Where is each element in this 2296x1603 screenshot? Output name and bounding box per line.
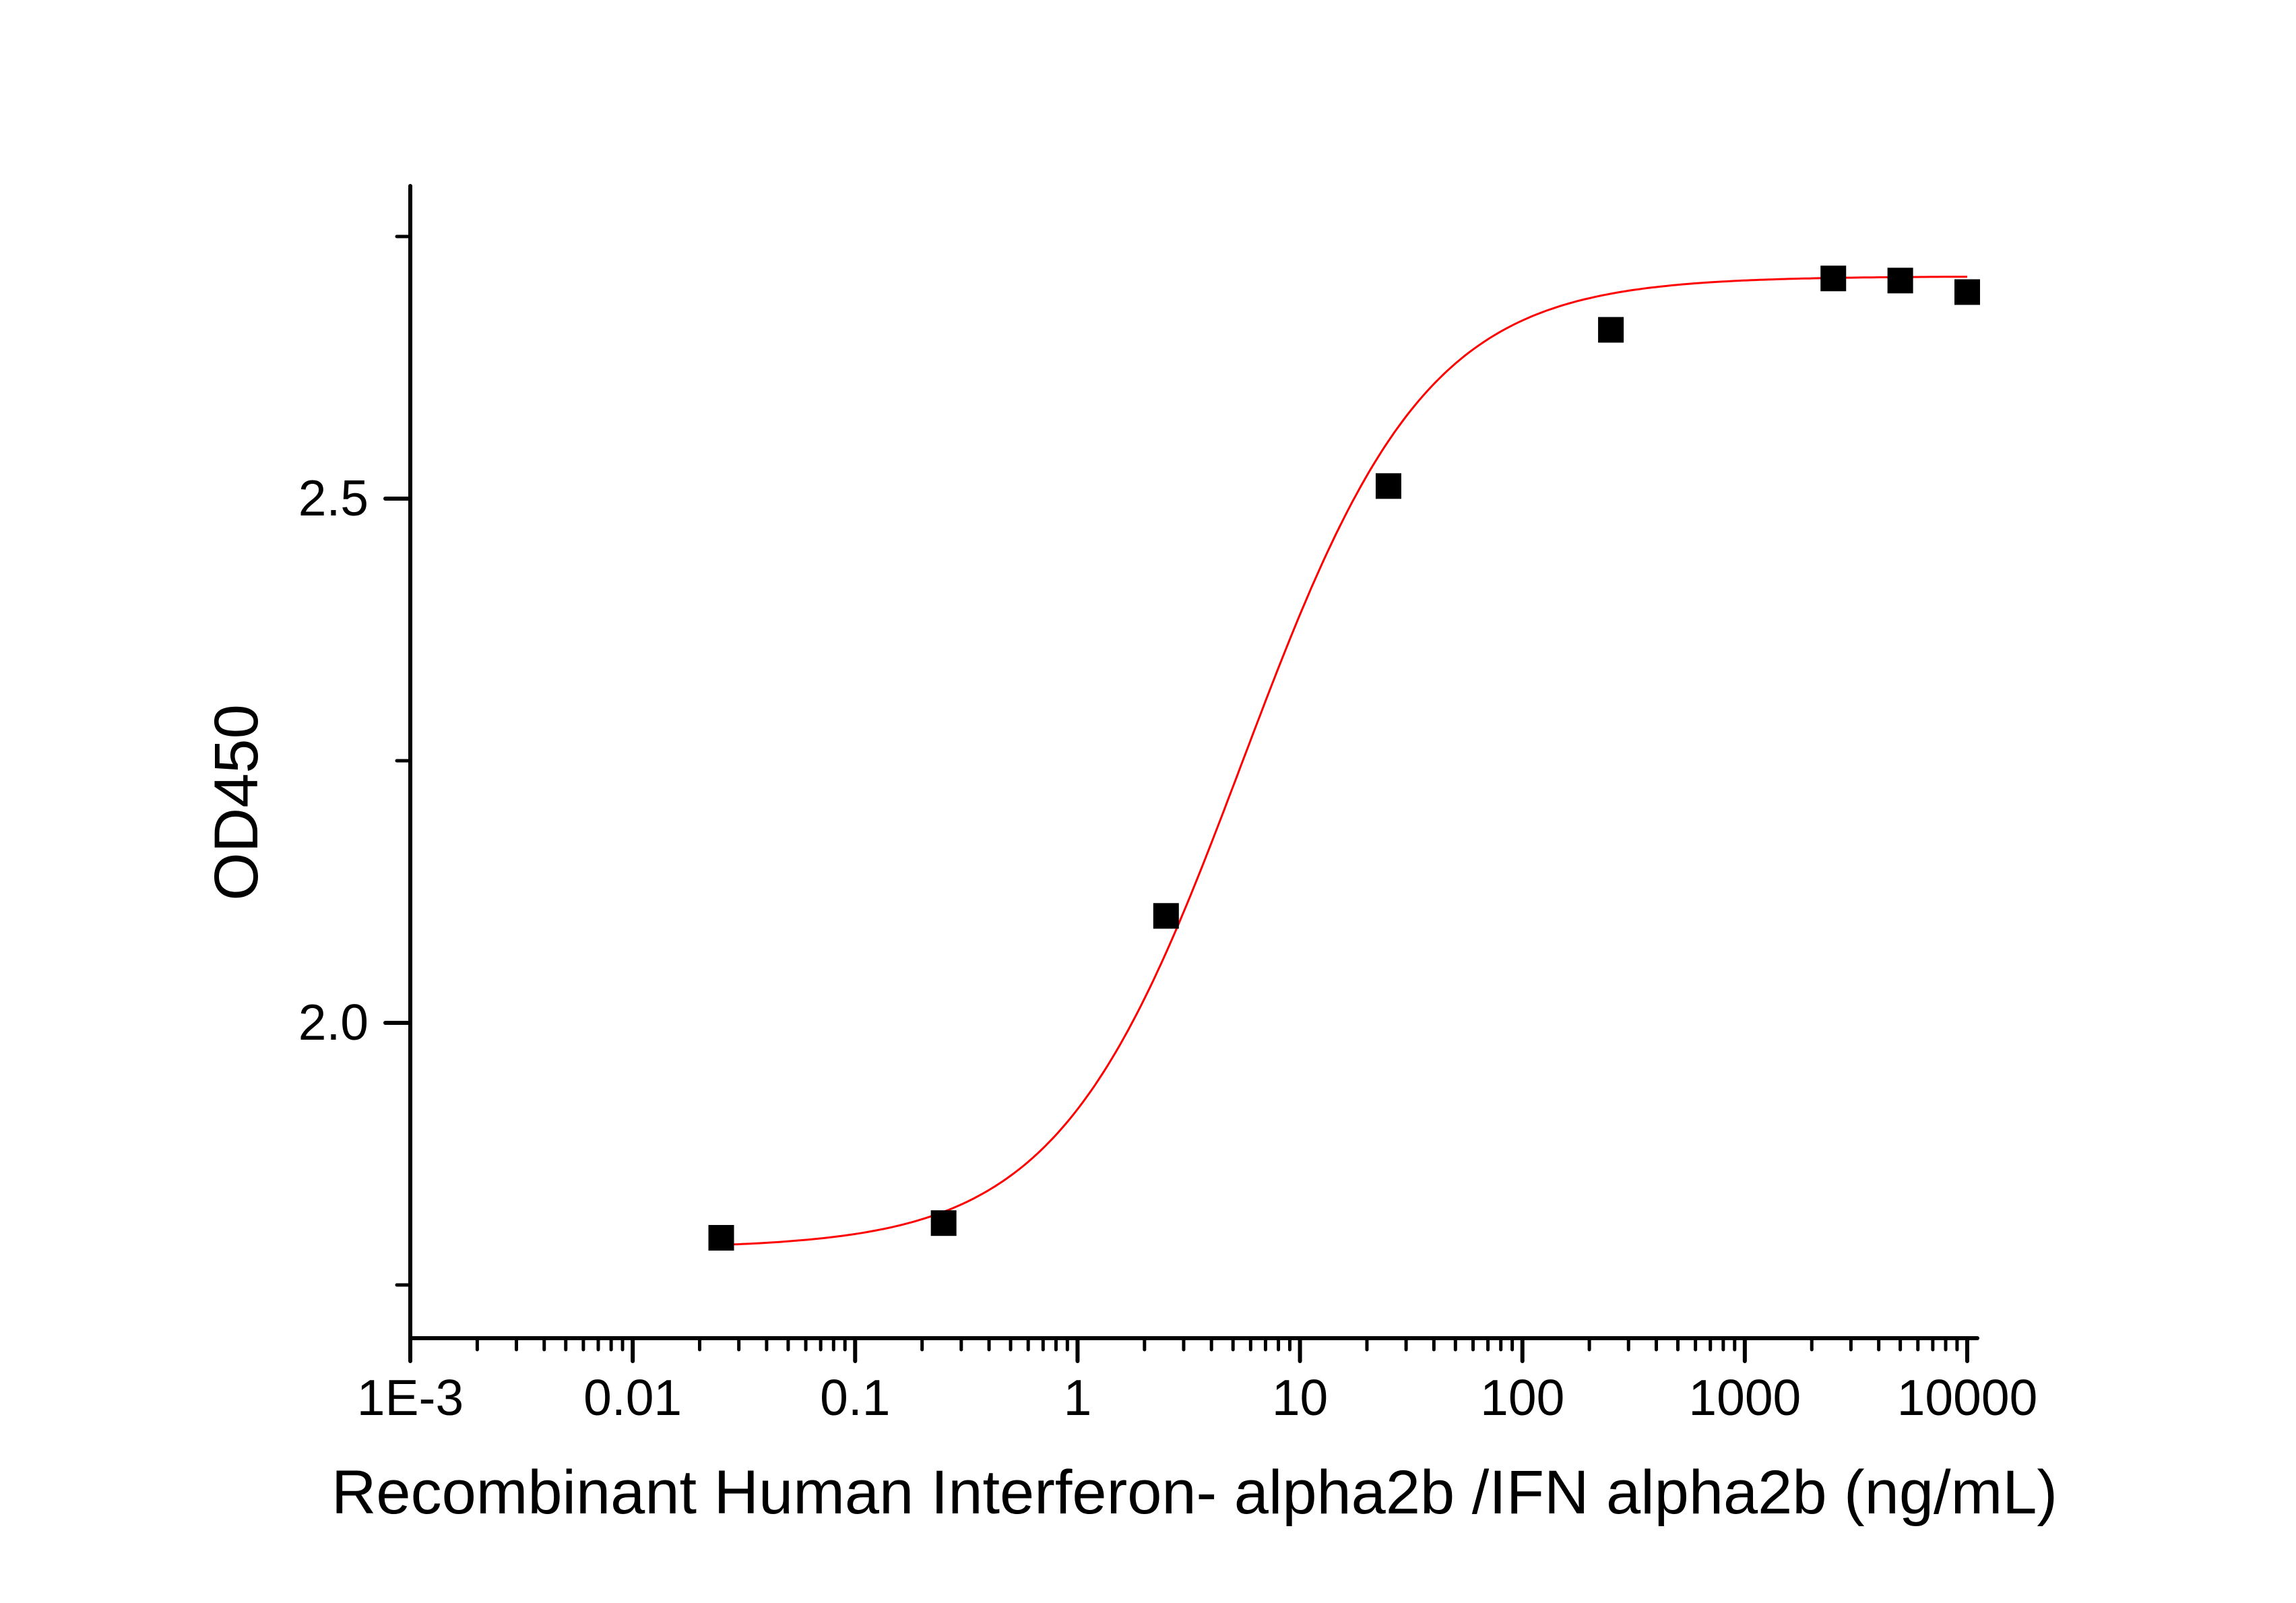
- data-point-marker: [1153, 903, 1179, 929]
- y-tick-label: 2.5: [298, 470, 369, 526]
- x-tick-label: 10: [1272, 1369, 1328, 1426]
- x-tick-label: 1E-3: [357, 1369, 464, 1426]
- data-point-marker: [708, 1224, 734, 1251]
- plot-area: [708, 265, 1980, 1251]
- x-tick-label: 10000: [1897, 1369, 2038, 1426]
- x-tick-label: 1: [1064, 1369, 1092, 1426]
- x-tick-label: 1000: [1688, 1369, 1801, 1426]
- data-point-marker: [1598, 317, 1624, 343]
- x-ticks: 1E-3 0.01 0.1 1 10 100 1000 10000: [357, 1336, 2038, 1426]
- data-point-marker: [1375, 473, 1401, 499]
- x-tick-label: 0.1: [820, 1369, 890, 1426]
- x-tick-label: 100: [1480, 1369, 1564, 1426]
- y-ticks: 2.0 2.5: [298, 234, 412, 1287]
- x-axis: 1E-3 0.01 0.1 1 10 100 1000 10000: [357, 1336, 2038, 1426]
- data-point-marker: [930, 1210, 957, 1236]
- data-point-marker: [1887, 268, 1913, 294]
- y-axis-title: OD450: [202, 704, 271, 901]
- y-tick-label: 2.0: [298, 994, 369, 1050]
- fit-curve: [721, 276, 1967, 1247]
- data-point-marker: [1820, 265, 1847, 292]
- x-axis-title: Recombinant Human Interferon- alpha2b /I…: [331, 1458, 2058, 1527]
- y-axis: 2.0 2.5: [298, 184, 412, 1362]
- data-point-marker: [1954, 279, 1980, 305]
- data-points: [708, 265, 1980, 1251]
- x-tick-label: 0.01: [583, 1369, 682, 1426]
